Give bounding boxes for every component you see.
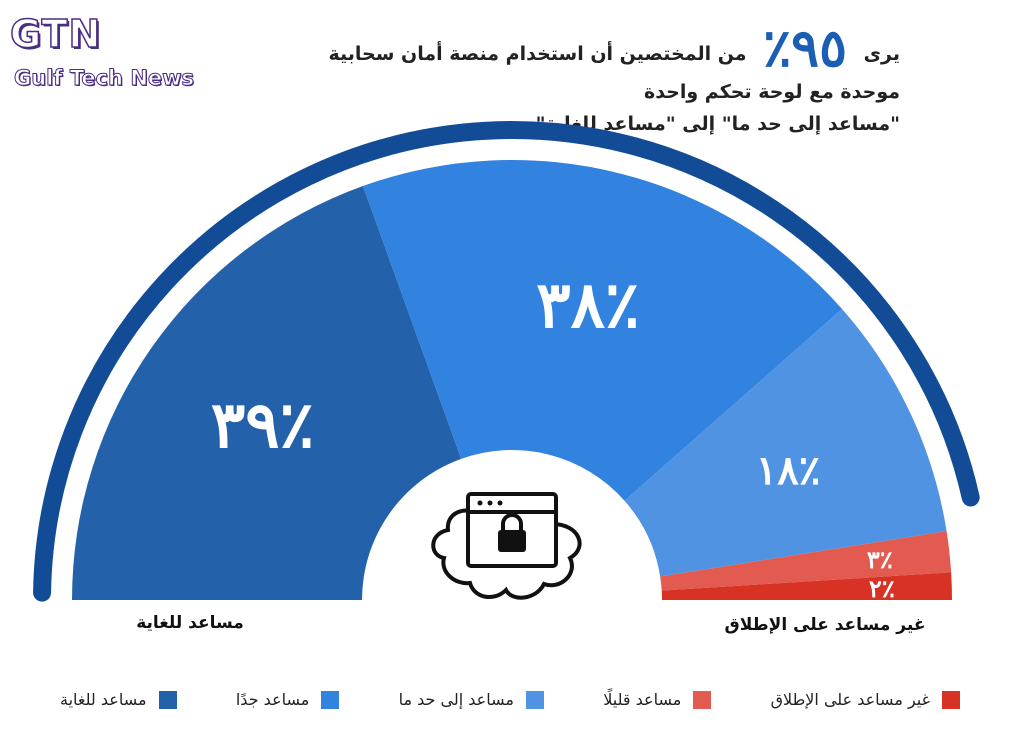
outer-arc <box>33 121 980 602</box>
legend-label: مساعد جدًا <box>235 690 310 709</box>
legend-swatch <box>158 690 177 709</box>
legend-swatch <box>942 690 960 709</box>
slice-1 <box>72 186 462 601</box>
legend-label: غير مساعد على الإطلاق <box>770 690 930 709</box>
left-end-label: مساعد للغاية <box>136 613 244 633</box>
slice-4 <box>660 531 952 591</box>
legend-swatch <box>525 690 544 709</box>
right-end-label: غير مساعد على الإطلاق <box>725 615 926 635</box>
legend-label: مساعد قليلًا <box>603 690 682 709</box>
slice-5 <box>661 572 952 600</box>
cloud-lock-icon <box>431 492 582 600</box>
legend-swatch <box>693 690 712 709</box>
legend-item: مساعد جدًا <box>235 690 340 709</box>
logo-title: GTN <box>9 11 102 57</box>
headline-line2: "مساعد إلى حد ما" إلى "مساعد للغاية" <box>535 113 900 135</box>
legend-item: مساعد للغاية <box>60 690 177 709</box>
legend-swatch <box>321 690 340 709</box>
headline: يرى ٩٥٪ من المختصين أن استخدام منصة أمان… <box>300 23 901 137</box>
slice-label-3: ١٨٪ <box>756 447 820 494</box>
legend-label: مساعد إلى حد ما <box>398 690 514 709</box>
legend: غير مساعد على الإطلاق مساعد قليلًا مساعد إ… <box>60 690 960 709</box>
legend-label: مساعد للغاية <box>60 690 147 709</box>
slice-label-1: ٣٩٪ <box>211 388 314 463</box>
headline-percent: ٩٥٪ <box>763 18 847 79</box>
headline-line1: من المختصين أن استخدام منصة أمان سحابية … <box>328 43 901 103</box>
legend-item: غير مساعد على الإطلاق <box>771 690 960 709</box>
slice-label-5: ٢٪ <box>869 574 895 603</box>
legend-item: مساعد إلى حد ما <box>399 690 544 709</box>
logo-subtitle: Gulf Tech News <box>13 66 195 91</box>
slice-label-2: ٣٨٪ <box>536 268 639 343</box>
slice-2 <box>362 160 843 501</box>
slice-3 <box>624 309 947 577</box>
headline-prefix: يرى <box>863 43 900 65</box>
slice-label-4: ٣٪ <box>867 545 893 574</box>
legend-item: مساعد قليلًا <box>603 690 712 709</box>
